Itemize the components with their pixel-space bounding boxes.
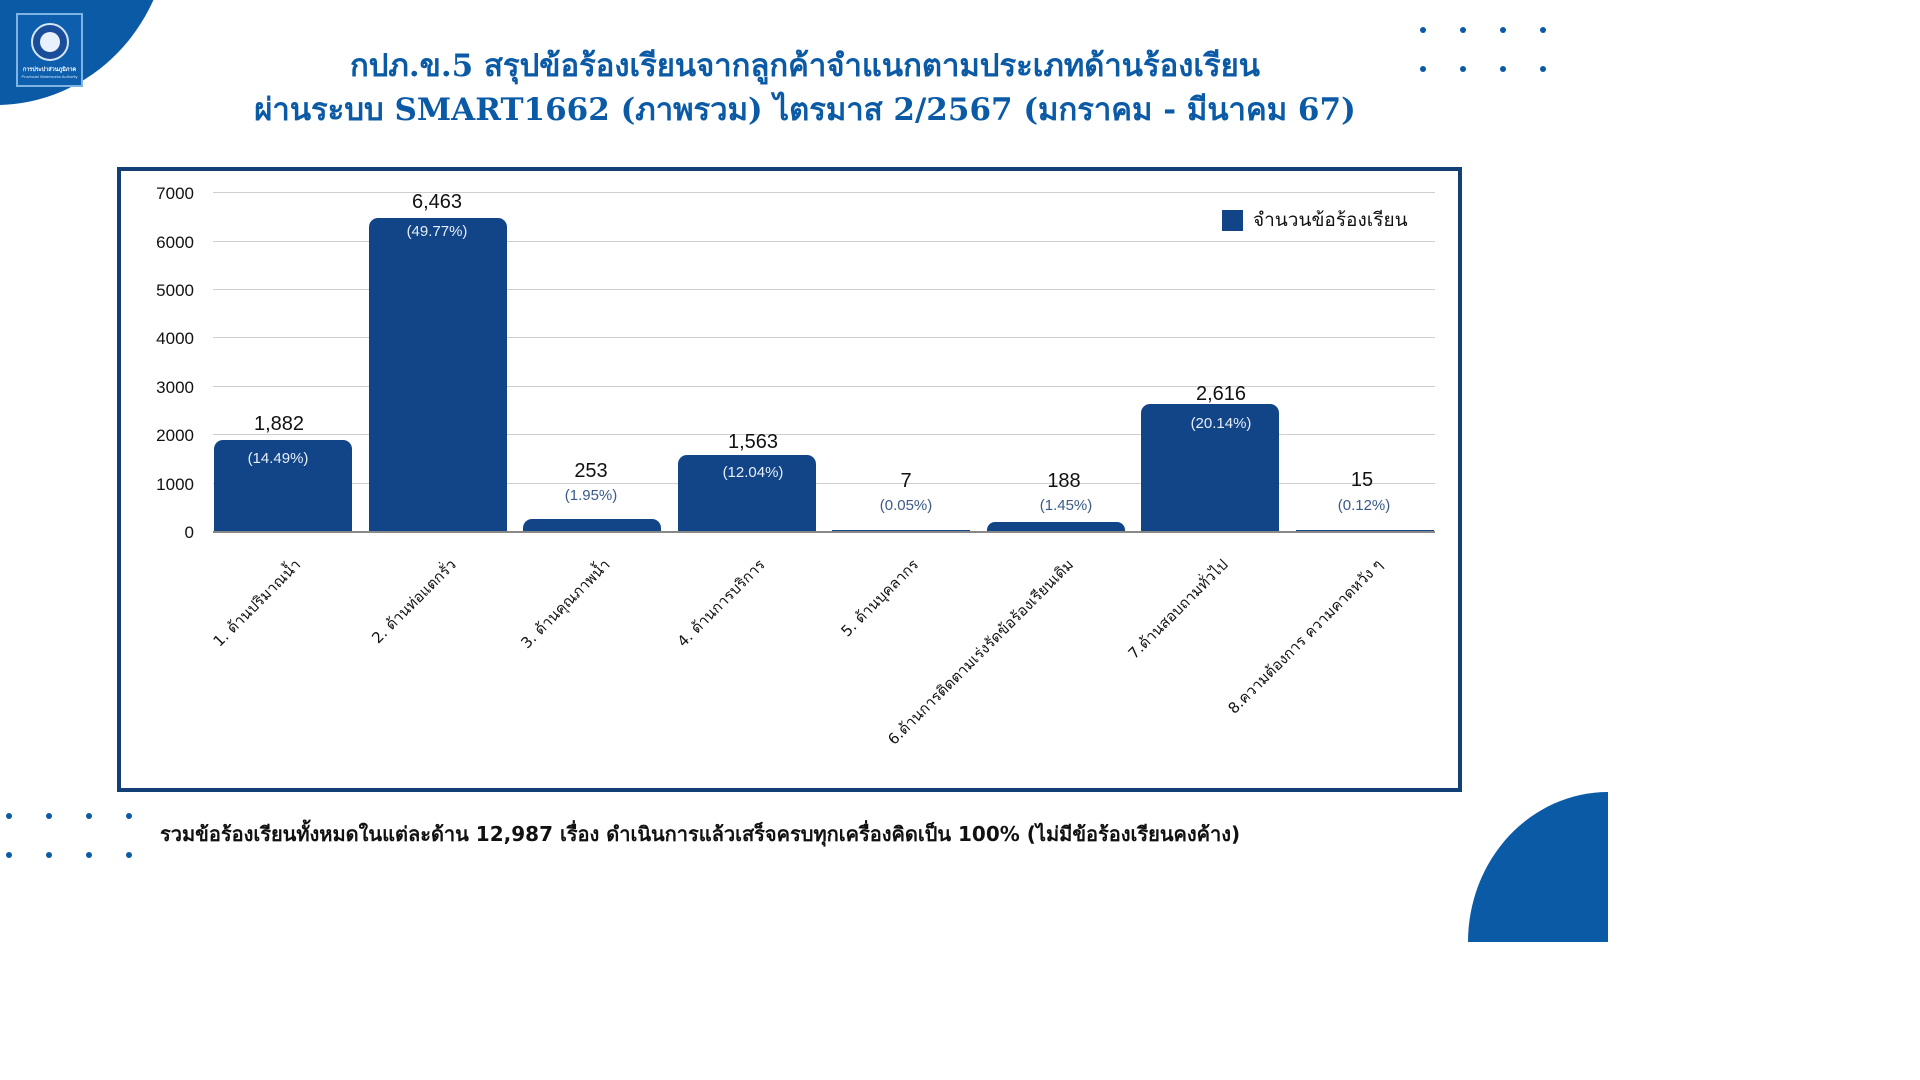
gridline-1000 [213, 483, 1435, 484]
percent-label: (0.12%) [1337, 497, 1391, 514]
bar-7[interactable] [1141, 404, 1279, 531]
value-label: 253 [574, 460, 608, 482]
gridline-3000 [213, 386, 1435, 387]
percent-label: (49.77%) [406, 223, 468, 240]
bar-4[interactable] [678, 455, 816, 531]
percent-label: (1.45%) [1039, 497, 1093, 514]
y-tick: 3000 [156, 378, 194, 397]
chart-legend: จำนวนข้อร้องเรียน [1222, 205, 1408, 235]
value-label: 188 [1047, 470, 1081, 492]
logo-name-th: การประปาส่วนภูมิภาค [22, 67, 77, 73]
y-tick: 1000 [156, 475, 194, 494]
bar-8[interactable] [1296, 530, 1434, 531]
y-tick: 2000 [156, 426, 194, 445]
x-axis-line [213, 531, 1435, 533]
value-label: 7 [900, 470, 912, 492]
page-title: กปภ.ข.5 สรุปข้อร้องเรียนจากลูกค้าจำแนกตา… [120, 44, 1490, 132]
percent-label: (20.14%) [1190, 415, 1252, 432]
gridline-7000 [213, 192, 1435, 193]
bar-6[interactable] [987, 522, 1125, 531]
logo-name-en: Provincial Waterworks Authority [21, 74, 78, 79]
title-line-2: ผ่านระบบ SMART1662 (ภาพรวม) ไตรมาส 2/256… [254, 92, 1356, 128]
legend-label: จำนวนข้อร้องเรียน [1253, 209, 1408, 231]
value-label: 1,563 [727, 431, 779, 453]
y-tick: 6000 [156, 233, 194, 252]
footer-summary: รวมข้อร้องเรียนทั้งหมดในแต่ละด้าน 12,987… [160, 822, 1241, 846]
percent-label: (14.49%) [247, 450, 309, 467]
value-label: 6,463 [411, 191, 463, 213]
bar-2[interactable] [369, 218, 507, 531]
title-line-1: กปภ.ข.5 สรุปข้อร้องเรียนจากลูกค้าจำแนกตา… [349, 48, 1260, 84]
value-label: 1,882 [253, 413, 305, 435]
percent-label: (1.95%) [564, 487, 618, 504]
dot-pattern-top-right [1420, 27, 1546, 72]
y-tick: 7000 [156, 184, 194, 203]
value-label: 15 [1350, 469, 1374, 491]
dot-pattern-bottom-left [6, 813, 132, 858]
gridline-6000 [213, 241, 1435, 242]
y-tick: 0 [184, 523, 194, 542]
bar-3[interactable] [523, 519, 661, 531]
percent-label: (12.04%) [722, 464, 784, 481]
gridline-5000 [213, 289, 1435, 290]
gridline-2000 [213, 434, 1435, 435]
corner-decoration-bottom-right [1468, 792, 1608, 942]
pwa-seal-icon [30, 23, 69, 61]
y-tick: 4000 [156, 329, 194, 348]
percent-label: (0.05%) [879, 497, 933, 514]
value-label: 2,616 [1195, 383, 1247, 405]
pwa-logo: การประปาส่วนภูมิภาค Provincial Waterwork… [16, 13, 83, 87]
bar-5[interactable] [832, 530, 970, 531]
bar-1[interactable] [214, 440, 352, 531]
legend-swatch [1222, 209, 1243, 231]
y-tick: 5000 [156, 281, 194, 300]
gridline-4000 [213, 337, 1435, 338]
